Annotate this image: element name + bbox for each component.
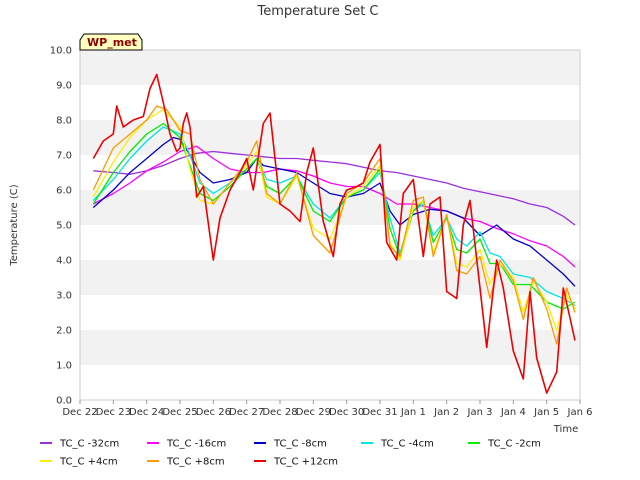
y-tick-label: 5.0 <box>56 221 72 232</box>
y-tick-label: 6.0 <box>56 186 72 197</box>
y-tick-label: 8.0 <box>56 116 72 127</box>
series-lines <box>92 73 576 394</box>
chart-title: Temperature Set C <box>256 4 378 19</box>
grid-band <box>80 155 580 190</box>
x-tick-label: Dec 24 <box>129 407 164 418</box>
x-tick-label: Dec 23 <box>96 407 131 418</box>
legend-label: TC_C +8cm <box>166 457 225 468</box>
legend-label: TC_C -32cm <box>59 439 119 450</box>
y-tick-label: 1.0 <box>56 361 72 372</box>
y-tick-label: 10.0 <box>50 46 72 57</box>
x-tick-label: Dec 30 <box>329 407 364 418</box>
series-line-tc-c-16cm <box>92 145 576 268</box>
x-tick-label: Jan 1 <box>400 407 426 418</box>
y-tick-label: 2.0 <box>56 326 72 337</box>
series-line-tc-c-12cm <box>92 73 576 394</box>
x-tick-label: Jan 2 <box>433 407 459 418</box>
y-tick-label: 7.0 <box>56 151 72 162</box>
y-axis-ticks: 0.0 1.0 2.0 3.0 4.0 5.0 6.0 7.0 8.0 9.0 10.0 <box>50 46 72 407</box>
x-tick-label: Jan 6 <box>567 407 593 418</box>
y-tick-label: 3.0 <box>56 291 72 302</box>
grid-band <box>80 50 580 85</box>
x-tick-label: Dec 25 <box>162 407 197 418</box>
grid-band <box>80 330 580 365</box>
grid-band <box>80 190 580 225</box>
legend-label: TC_C +4cm <box>59 457 118 468</box>
wp-met-badge: WP_met <box>79 33 143 51</box>
x-tick-label: Dec 31 <box>362 407 397 418</box>
x-tick-label: Jan 5 <box>533 407 559 418</box>
plot-frame <box>79 49 581 401</box>
grid-band <box>80 295 580 330</box>
legend: TC_C -32cm TC_C -16cm TC_C -8cm TC_C -4cm TC… <box>40 439 541 468</box>
background-bands <box>80 50 580 400</box>
x-tick-label: Dec 22 <box>62 407 97 418</box>
x-tick-label: Dec 29 <box>296 407 331 418</box>
x-tick-label: Dec 26 <box>196 407 231 418</box>
x-tick-label: Jan 4 <box>500 407 526 418</box>
y-tick-label: 4.0 <box>56 256 72 267</box>
legend-label: TC_C -8cm <box>273 439 327 450</box>
legend-label: TC_C -2cm <box>487 439 541 450</box>
grid-band <box>80 120 580 155</box>
series-line-tc-c-32cm <box>93 150 576 226</box>
series-line-tc-c-8cm <box>92 136 576 287</box>
wp-met-label: WP_met <box>87 36 137 49</box>
grid-band <box>80 365 580 400</box>
y-tick-label: 9.0 <box>56 81 72 92</box>
series-line-tc-c-4cm <box>92 108 576 331</box>
grid-band <box>80 260 580 295</box>
legend-label: TC_C -16cm <box>166 439 226 450</box>
legend-label: TC_C -4cm <box>380 439 434 450</box>
x-axis-title: Time <box>553 424 578 435</box>
x-tick-label: Dec 28 <box>262 407 297 418</box>
x-tick-label: Dec 27 <box>229 407 264 418</box>
legend-label: TC_C +12cm <box>273 457 338 468</box>
y-axis-title: Temperature (C) <box>9 184 20 266</box>
y-tick-label: 0.0 <box>56 396 72 407</box>
x-tick-label: Jan 3 <box>467 407 493 418</box>
